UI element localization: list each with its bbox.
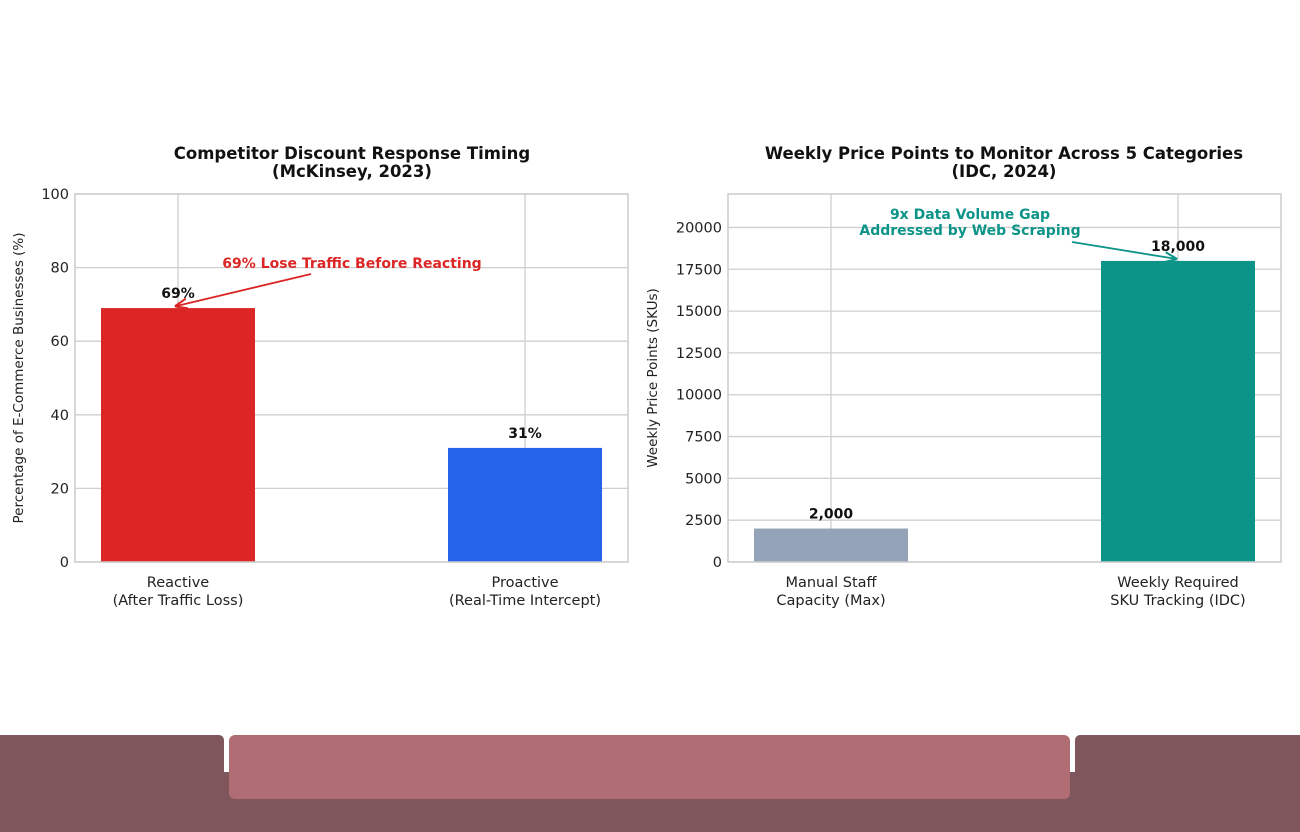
x-tick-label: Proactive (Real-Time Intercept) bbox=[449, 575, 601, 609]
footer-tab-right bbox=[1075, 735, 1300, 832]
y-tick-label: 80 bbox=[51, 261, 69, 277]
y-tick-label: 17500 bbox=[676, 262, 722, 278]
y-tick-label: 2500 bbox=[685, 513, 722, 529]
bar-value-label: 2,000 bbox=[809, 507, 854, 523]
x-tick-label: Manual Staff Capacity (Max) bbox=[776, 575, 885, 609]
chart-title-line: (IDC, 2024) bbox=[952, 162, 1057, 181]
plot-frame bbox=[727, 193, 1282, 563]
chart-discount-response-timing: 0 20 40 60 80 100 69% Reactive (After Traffic Lo… bbox=[11, 144, 629, 609]
x-tick-label-line: (After Traffic Loss) bbox=[113, 593, 244, 609]
y-tick-label: 20 bbox=[51, 481, 69, 497]
x-tick-label-line: (Real-Time Intercept) bbox=[449, 593, 601, 609]
annotation-text-line: 9x Data Volume Gap bbox=[890, 207, 1050, 223]
x-tick-label: Weekly Required SKU Tracking (IDC) bbox=[1110, 575, 1245, 609]
plot-frame bbox=[74, 193, 629, 563]
x-tick-label-line: Proactive bbox=[491, 575, 558, 591]
y-tick-label: 0 bbox=[60, 555, 69, 571]
y-tick-label: 7500 bbox=[685, 430, 722, 446]
footer-tab-left bbox=[0, 735, 224, 832]
bar-1 bbox=[754, 528, 908, 562]
y-tick-label: 100 bbox=[41, 187, 69, 203]
chart-title-line: Competitor Discount Response Timing bbox=[174, 144, 530, 163]
y-tick-label: 60 bbox=[51, 334, 69, 350]
chart-title-line: Weekly Price Points to Monitor Across 5 … bbox=[765, 144, 1243, 163]
footer-center-panel bbox=[229, 735, 1070, 799]
annotation-arrow bbox=[176, 273, 312, 306]
bar-value-label: 31% bbox=[508, 426, 542, 442]
annotation-text-line: 69% Lose Traffic Before Reacting bbox=[222, 256, 481, 272]
chart-title: Weekly Price Points to Monitor Across 5 … bbox=[765, 144, 1243, 181]
y-tick-label: 40 bbox=[51, 408, 69, 424]
bar-value-label: 69% bbox=[161, 286, 195, 302]
x-tick-label-line: SKU Tracking (IDC) bbox=[1110, 593, 1245, 609]
x-tick-label-line: Manual Staff bbox=[785, 575, 877, 591]
annotation-text: 9x Data Volume Gap Addressed by Web Scrap… bbox=[859, 207, 1080, 239]
annotation-text-line: Addressed by Web Scraping bbox=[859, 223, 1080, 239]
y-tick-label: 5000 bbox=[685, 471, 722, 487]
y-tick-label: 10000 bbox=[676, 388, 722, 404]
x-tick-label: Reactive (After Traffic Loss) bbox=[113, 575, 244, 609]
bar-2 bbox=[1101, 260, 1255, 562]
x-tick-label-line: Weekly Required bbox=[1117, 575, 1238, 591]
annotation-text: 69% Lose Traffic Before Reacting bbox=[222, 256, 481, 272]
chart-weekly-price-points: 0 2500 5000 7500 10000 12500 15000 17500 20000 2,… bbox=[645, 144, 1282, 609]
y-tick-label: 15000 bbox=[676, 304, 722, 320]
bar-2 bbox=[448, 447, 602, 562]
y-axis-label: Weekly Price Points (SKUs) bbox=[645, 288, 661, 468]
footer-bar bbox=[0, 735, 1300, 832]
y-axis-label: Percentage of E-Commerce Businesses (%) bbox=[11, 232, 27, 523]
annotation-arrow bbox=[1071, 241, 1176, 259]
y-tick-label: 12500 bbox=[676, 346, 722, 362]
y-tick-label: 0 bbox=[713, 555, 722, 571]
x-tick-label-line: Capacity (Max) bbox=[776, 593, 885, 609]
chart-title-line: (McKinsey, 2023) bbox=[272, 162, 432, 181]
figure: 0 20 40 60 80 100 69% Reactive (After Traffic Lo… bbox=[11, 144, 1282, 609]
chart-title: Competitor Discount Response Timing (McKi… bbox=[174, 144, 530, 181]
bar-1 bbox=[101, 308, 255, 562]
x-tick-label-line: Reactive bbox=[147, 575, 209, 591]
y-tick-label: 20000 bbox=[676, 220, 722, 236]
bar-value-label: 18,000 bbox=[1151, 239, 1205, 255]
